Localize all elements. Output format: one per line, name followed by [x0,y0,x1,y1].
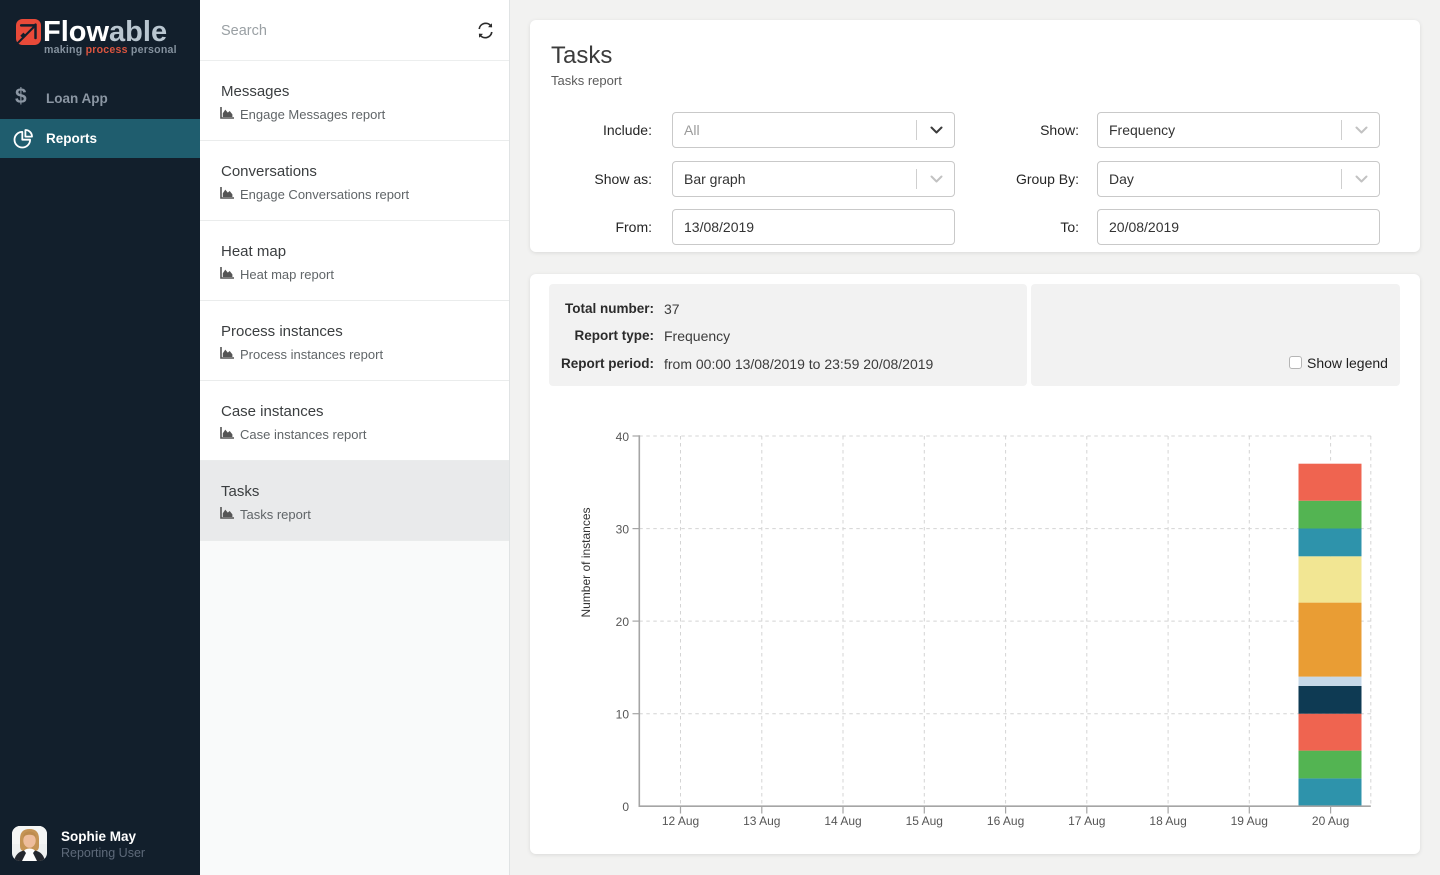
svg-text:40: 40 [616,430,630,444]
svg-text:20 Aug: 20 Aug [1312,814,1349,828]
svg-text:20: 20 [616,615,630,629]
svg-text:10: 10 [616,708,630,722]
svg-text:15 Aug: 15 Aug [906,814,943,828]
svg-text:Number of instances: Number of instances [579,507,593,617]
svg-text:30: 30 [616,522,630,536]
svg-text:19 Aug: 19 Aug [1231,814,1268,828]
svg-text:12 Aug: 12 Aug [662,814,699,828]
svg-text:13 Aug: 13 Aug [743,814,780,828]
svg-text:17 Aug: 17 Aug [1068,814,1105,828]
svg-text:14 Aug: 14 Aug [824,814,861,828]
svg-text:0: 0 [622,800,629,814]
svg-text:18 Aug: 18 Aug [1149,814,1186,828]
svg-text:16 Aug: 16 Aug [987,814,1024,828]
